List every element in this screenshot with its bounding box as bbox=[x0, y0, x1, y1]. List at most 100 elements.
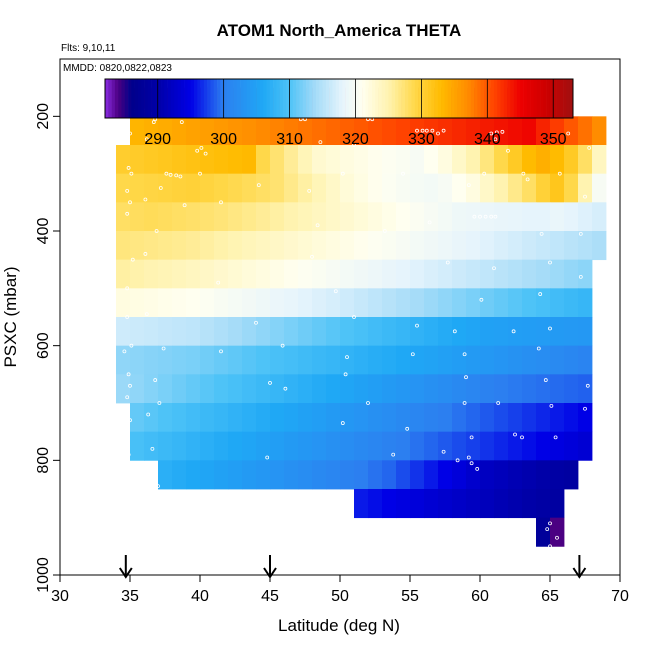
heatmap-cell bbox=[186, 403, 201, 433]
heatmap-cell bbox=[550, 116, 565, 146]
heatmap-cell bbox=[382, 431, 397, 461]
heatmap-cell bbox=[550, 403, 565, 433]
heatmap-cell bbox=[438, 173, 453, 203]
sample-point bbox=[548, 544, 552, 549]
heatmap-cell bbox=[186, 374, 201, 404]
x-tick-label: 60 bbox=[471, 588, 489, 605]
sample-point bbox=[506, 148, 510, 153]
sample-point bbox=[122, 349, 127, 354]
heatmap-cell bbox=[438, 374, 453, 404]
heatmap-cell bbox=[270, 431, 285, 461]
colorbar-tick-label: 320 bbox=[342, 131, 369, 148]
colorbar-segment bbox=[378, 79, 383, 118]
heatmap-cell bbox=[438, 345, 453, 375]
sample-point bbox=[125, 188, 130, 193]
heatmap-cell bbox=[256, 317, 271, 347]
heatmap-cell bbox=[494, 489, 509, 519]
sample-point bbox=[489, 131, 494, 136]
colorbar-segment bbox=[121, 79, 126, 118]
heatmap-cell bbox=[228, 259, 243, 289]
heatmap-cell bbox=[242, 116, 257, 146]
sample-point bbox=[587, 145, 592, 150]
heatmap-cell bbox=[494, 460, 509, 490]
sample-point bbox=[129, 343, 134, 348]
heatmap-cell bbox=[326, 345, 341, 375]
heatmap-cell bbox=[242, 202, 257, 232]
heatmap-cell bbox=[340, 173, 355, 203]
colorbar-segment bbox=[365, 79, 369, 118]
x-tick-label: 40 bbox=[191, 588, 209, 605]
heatmap-cell bbox=[326, 259, 341, 289]
heatmap-cell bbox=[326, 145, 341, 175]
x-tick-label: 30 bbox=[51, 588, 69, 605]
sample-point bbox=[405, 426, 410, 431]
heatmap-cell bbox=[578, 317, 593, 347]
heatmap-cell bbox=[522, 202, 537, 232]
heatmap-cell bbox=[578, 403, 593, 433]
heatmap-cell bbox=[368, 489, 383, 519]
heatmap-cell bbox=[550, 202, 565, 232]
colorbar-segment bbox=[418, 79, 422, 118]
heatmap-cell bbox=[410, 489, 425, 519]
colorbar-segment bbox=[500, 79, 505, 118]
heatmap-cell bbox=[116, 145, 131, 175]
heatmap-cell bbox=[312, 288, 327, 318]
heatmap-cell bbox=[536, 517, 551, 547]
colorbar-segment bbox=[177, 79, 182, 118]
heatmap-cell bbox=[578, 431, 593, 461]
heatmap-cell bbox=[410, 202, 425, 232]
colorbar-segment bbox=[137, 79, 142, 118]
heatmap-cell bbox=[326, 403, 341, 433]
sample-point bbox=[315, 223, 320, 228]
heatmap-cell bbox=[172, 431, 187, 461]
colorbar-segment bbox=[398, 79, 402, 118]
colorbar-segment bbox=[276, 79, 280, 118]
heatmap-cell bbox=[508, 231, 523, 261]
heatmap-cell bbox=[242, 317, 257, 347]
heatmap-cell bbox=[550, 231, 565, 261]
sample-point bbox=[511, 329, 516, 334]
heatmap-cell bbox=[242, 288, 257, 318]
colorbar-segment bbox=[315, 79, 320, 118]
sample-point bbox=[585, 383, 590, 388]
heatmap-cell bbox=[214, 145, 229, 175]
heatmap-cell bbox=[522, 489, 537, 519]
x-tick-label: 65 bbox=[541, 588, 559, 605]
heatmap-cell bbox=[340, 231, 355, 261]
sample-point bbox=[492, 266, 496, 271]
heatmap-cell bbox=[214, 374, 229, 404]
heatmap-cell bbox=[158, 403, 173, 433]
y-tick-label: 400 bbox=[35, 218, 52, 245]
colorbar-tick-label: 300 bbox=[210, 131, 237, 148]
heatmap-cell bbox=[368, 345, 383, 375]
colorbar-segment bbox=[134, 79, 139, 118]
heatmap-cell bbox=[508, 489, 523, 519]
heatmap-cell bbox=[480, 460, 495, 490]
heatmap-cell bbox=[438, 202, 453, 232]
heatmap-cell bbox=[452, 317, 467, 347]
heatmap-cell bbox=[326, 460, 341, 490]
heatmap-cell bbox=[368, 317, 383, 347]
heatmap-cell bbox=[466, 288, 481, 318]
colorbar-segment bbox=[226, 79, 231, 118]
colorbar-segment bbox=[451, 79, 455, 118]
heatmap-cell bbox=[326, 202, 341, 232]
colorbar-segment bbox=[299, 79, 304, 118]
heatmap-cell bbox=[214, 116, 229, 146]
heatmap-cell bbox=[550, 517, 565, 547]
heatmap-cell bbox=[382, 116, 397, 146]
sample-point bbox=[128, 200, 132, 205]
y-axis-label: PSXC (mbar) bbox=[1, 266, 20, 367]
subtitle-flights: Flts: 9,10,11 bbox=[61, 43, 116, 54]
colorbar-tick-label: 340 bbox=[474, 131, 501, 148]
heatmap-cell bbox=[214, 345, 229, 375]
colorbar-segment bbox=[105, 79, 109, 118]
heatmap-cell bbox=[354, 345, 369, 375]
sample-point bbox=[158, 186, 163, 190]
sample-point bbox=[566, 131, 571, 136]
heatmap-cell bbox=[116, 231, 131, 261]
colorbar-segment bbox=[559, 79, 564, 118]
sample-point bbox=[268, 381, 272, 385]
colorbar-segment bbox=[240, 79, 244, 118]
heatmap-cell bbox=[144, 202, 159, 232]
